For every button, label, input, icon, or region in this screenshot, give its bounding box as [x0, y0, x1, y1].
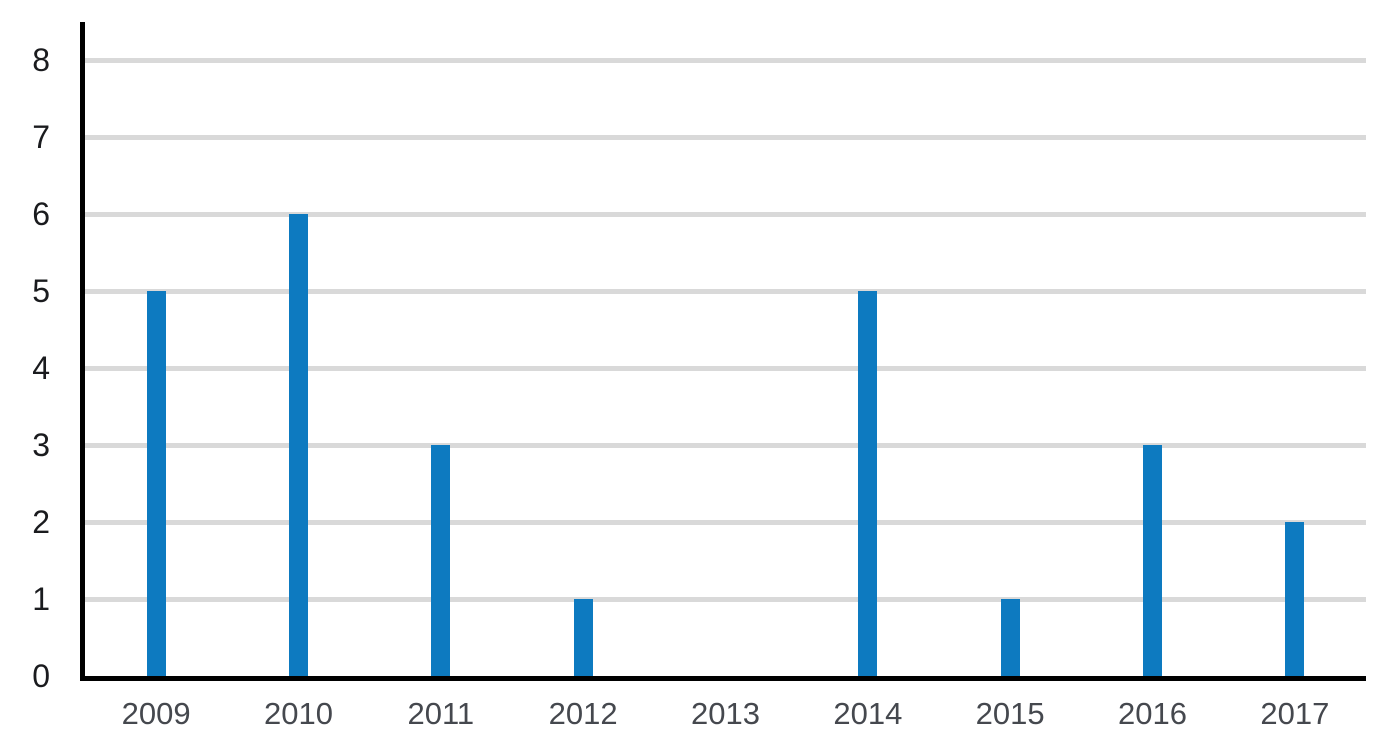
gridline-3 — [85, 442, 1366, 448]
plot-area — [80, 22, 1366, 681]
gridline-4 — [85, 365, 1366, 371]
x-axis-tick-labels: 2009 2010 2011 2012 2013 2014 2015 2016 2017 — [85, 695, 1366, 737]
gridline-5 — [85, 288, 1366, 294]
x-tick-label-2010: 2010 — [264, 696, 333, 731]
gridline-1 — [85, 596, 1366, 602]
y-tick-label-3: 3 — [32, 427, 50, 463]
y-tick-label-2: 2 — [32, 504, 50, 540]
y-tick-label-0: 0 — [32, 658, 50, 694]
bar-2010 — [289, 214, 308, 676]
bar-2015 — [1000, 599, 1020, 676]
bar-2016 — [1143, 445, 1162, 676]
y-tick-label-6: 6 — [32, 196, 50, 232]
gridline-7 — [85, 134, 1366, 140]
x-tick-label-2013: 2013 — [691, 696, 760, 731]
y-tick-label-7: 7 — [32, 119, 50, 155]
bar-2012 — [573, 599, 593, 676]
gridline-6 — [85, 211, 1366, 217]
bar-2009 — [146, 291, 166, 676]
y-tick-label-1: 1 — [32, 581, 50, 617]
y-axis-tick-labels: 0 1 2 3 4 5 6 7 8 — [0, 22, 50, 694]
bar-2011 — [431, 445, 451, 676]
x-tick-label-2017: 2017 — [1260, 696, 1330, 731]
y-tick-label-8: 8 — [32, 42, 50, 78]
bar-2014 — [858, 291, 878, 676]
x-tick-label-2011: 2011 — [407, 696, 475, 731]
x-tick-label-2012: 2012 — [548, 696, 618, 731]
gridline-8 — [85, 57, 1366, 63]
x-tick-label-2014: 2014 — [833, 696, 903, 731]
x-tick-label-2016: 2016 — [1118, 696, 1187, 731]
gridline-2 — [85, 519, 1366, 525]
y-tick-label-5: 5 — [32, 273, 50, 309]
bar-2017 — [1285, 522, 1305, 676]
x-tick-label-2009: 2009 — [121, 696, 191, 731]
x-tick-label-2015: 2015 — [975, 696, 1045, 731]
y-tick-label-4: 4 — [32, 350, 50, 386]
